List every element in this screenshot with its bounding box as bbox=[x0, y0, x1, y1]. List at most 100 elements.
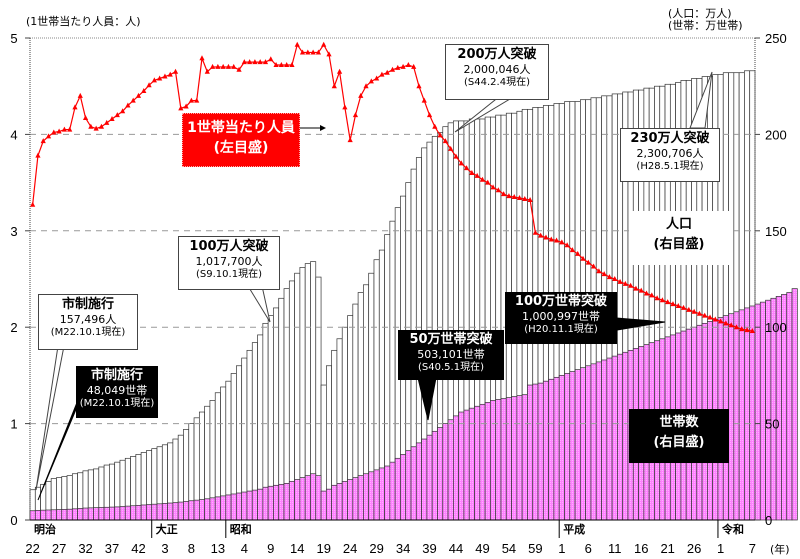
triangle-marker bbox=[30, 201, 36, 207]
triangle-marker bbox=[225, 63, 232, 69]
triangle-marker bbox=[252, 59, 258, 65]
triangle-marker bbox=[532, 229, 538, 235]
x-tick-label: 19 bbox=[316, 541, 330, 556]
triangle-marker bbox=[733, 324, 740, 330]
callout-households-1m: 100万世帯突破 1,000,997世帯 (H20.11.1現在) bbox=[505, 292, 617, 344]
callout-population-2m: 200万人突破 2,000,046人 (S44.2.4現在) bbox=[445, 44, 549, 100]
triangle-marker bbox=[278, 61, 284, 67]
triangle-marker bbox=[416, 83, 422, 89]
triangle-marker bbox=[284, 61, 290, 67]
triangle-marker bbox=[109, 115, 115, 121]
household-bar bbox=[82, 507, 89, 521]
household-bar bbox=[431, 430, 438, 521]
left-axis-tick-label: 5 bbox=[10, 31, 17, 46]
household-bar bbox=[109, 506, 116, 521]
triangle-marker bbox=[125, 102, 131, 108]
x-tick-label: 44 bbox=[449, 541, 463, 556]
triangle-marker bbox=[485, 179, 491, 185]
household-bar bbox=[458, 411, 465, 521]
triangle-marker bbox=[215, 63, 221, 69]
left-axis-unit-label: (1世帯当たり人員：人) bbox=[26, 15, 141, 28]
household-bar bbox=[71, 508, 78, 521]
triangle-marker bbox=[580, 255, 586, 261]
x-axis-unit-label: (年) bbox=[770, 542, 790, 556]
household-bar bbox=[532, 383, 539, 521]
household-bar bbox=[495, 399, 502, 521]
triangle-marker bbox=[670, 301, 676, 307]
household-bar bbox=[468, 407, 475, 521]
triangle-marker bbox=[257, 59, 263, 65]
callout-population-2-3m: 230万人突破 2,300,706人 (H28.5.1現在) bbox=[620, 128, 720, 182]
household-bar bbox=[357, 475, 364, 521]
triangle-marker bbox=[448, 145, 454, 151]
triangle-marker bbox=[548, 236, 554, 242]
triangle-marker bbox=[45, 133, 52, 139]
triangle-marker bbox=[469, 169, 475, 175]
triangle-marker bbox=[564, 242, 570, 248]
triangle-marker bbox=[352, 112, 359, 118]
triangle-marker bbox=[696, 310, 703, 316]
triangle-marker bbox=[384, 69, 390, 75]
left-axis-tick-label: 3 bbox=[10, 224, 17, 239]
triangle-marker bbox=[395, 64, 401, 70]
triangle-marker bbox=[590, 263, 597, 269]
household-bar bbox=[230, 493, 237, 521]
triangle-marker bbox=[744, 327, 750, 333]
household-bar bbox=[124, 505, 131, 521]
triangle-marker bbox=[723, 320, 729, 326]
triangle-marker bbox=[146, 82, 152, 88]
triangle-marker bbox=[82, 115, 89, 121]
triangle-marker bbox=[88, 123, 94, 129]
x-tick-label: 29 bbox=[369, 541, 383, 556]
triangle-marker bbox=[575, 250, 581, 256]
triangle-marker bbox=[437, 132, 443, 138]
triangle-marker bbox=[426, 112, 433, 118]
household-bar bbox=[585, 365, 592, 521]
triangle-marker bbox=[659, 297, 665, 303]
x-tick-label: 37 bbox=[105, 541, 119, 556]
x-tick-label: 59 bbox=[528, 541, 542, 556]
callout-population-1m: 100万人突破 1,017,700人 (S9.10.1現在) bbox=[178, 236, 280, 290]
right-axis-tick-label: 100 bbox=[765, 320, 787, 335]
era-label: 大正 bbox=[156, 522, 178, 536]
triangle-marker bbox=[538, 232, 544, 238]
triangle-marker bbox=[305, 49, 311, 55]
triangle-marker bbox=[527, 196, 533, 202]
household-bar bbox=[66, 508, 73, 521]
household-bar bbox=[198, 499, 205, 521]
household-bar bbox=[304, 475, 311, 521]
triangle-marker bbox=[458, 160, 464, 166]
household-bar bbox=[352, 477, 359, 521]
household-bar bbox=[384, 465, 391, 521]
household-bar bbox=[257, 488, 264, 521]
triangle-marker bbox=[135, 92, 142, 98]
triangle-marker bbox=[633, 285, 639, 291]
triangle-marker bbox=[358, 92, 364, 98]
household-bar bbox=[283, 483, 290, 521]
triangle-marker bbox=[612, 276, 618, 281]
household-bar bbox=[294, 479, 301, 521]
callout-population-city-founded: 市制施行 157,496人 (M22.10.1現在) bbox=[38, 294, 138, 350]
triangle-marker bbox=[40, 138, 46, 144]
x-tick-label: 13 bbox=[211, 541, 225, 556]
triangle-marker bbox=[241, 59, 247, 65]
household-bar bbox=[421, 438, 428, 521]
household-bar bbox=[569, 371, 576, 521]
era-label: 令和 bbox=[721, 522, 744, 536]
household-bar bbox=[738, 309, 745, 521]
household-bar bbox=[479, 403, 486, 521]
triangle-marker bbox=[294, 41, 300, 47]
triangle-marker bbox=[686, 306, 692, 312]
household-bar bbox=[183, 501, 190, 521]
household-bar bbox=[611, 355, 618, 521]
triangle-marker bbox=[675, 302, 681, 308]
x-tick-label: 1 bbox=[558, 541, 565, 556]
triangle-marker bbox=[236, 66, 242, 72]
household-bar bbox=[447, 419, 454, 521]
triangle-marker bbox=[379, 71, 385, 77]
x-tick-label: 34 bbox=[396, 541, 410, 556]
household-bar bbox=[511, 396, 518, 521]
triangle-marker bbox=[51, 129, 57, 135]
household-bar bbox=[791, 288, 798, 521]
